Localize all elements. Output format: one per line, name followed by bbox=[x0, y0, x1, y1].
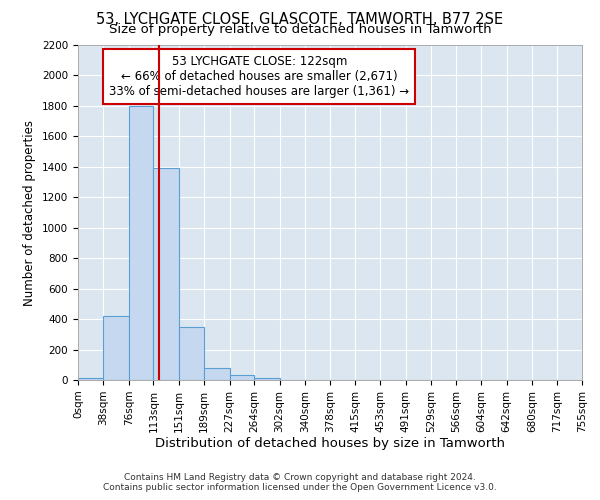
Text: Size of property relative to detached houses in Tamworth: Size of property relative to detached ho… bbox=[109, 22, 491, 36]
Bar bbox=[154, 168, 179, 380]
Text: 53 LYCHGATE CLOSE: 122sqm
← 66% of detached houses are smaller (2,671)
33% of se: 53 LYCHGATE CLOSE: 122sqm ← 66% of detac… bbox=[109, 55, 410, 98]
Bar bbox=[204, 368, 230, 380]
Text: 53, LYCHGATE CLOSE, GLASCOTE, TAMWORTH, B77 2SE: 53, LYCHGATE CLOSE, GLASCOTE, TAMWORTH, … bbox=[97, 12, 503, 28]
Bar bbox=[78, 378, 103, 380]
Bar bbox=[179, 326, 204, 380]
Bar bbox=[103, 316, 129, 380]
Bar bbox=[230, 376, 254, 380]
X-axis label: Distribution of detached houses by size in Tamworth: Distribution of detached houses by size … bbox=[155, 438, 505, 450]
Bar bbox=[129, 106, 154, 380]
Y-axis label: Number of detached properties: Number of detached properties bbox=[23, 120, 37, 306]
Text: Contains HM Land Registry data © Crown copyright and database right 2024.
Contai: Contains HM Land Registry data © Crown c… bbox=[103, 473, 497, 492]
Bar bbox=[254, 378, 280, 380]
